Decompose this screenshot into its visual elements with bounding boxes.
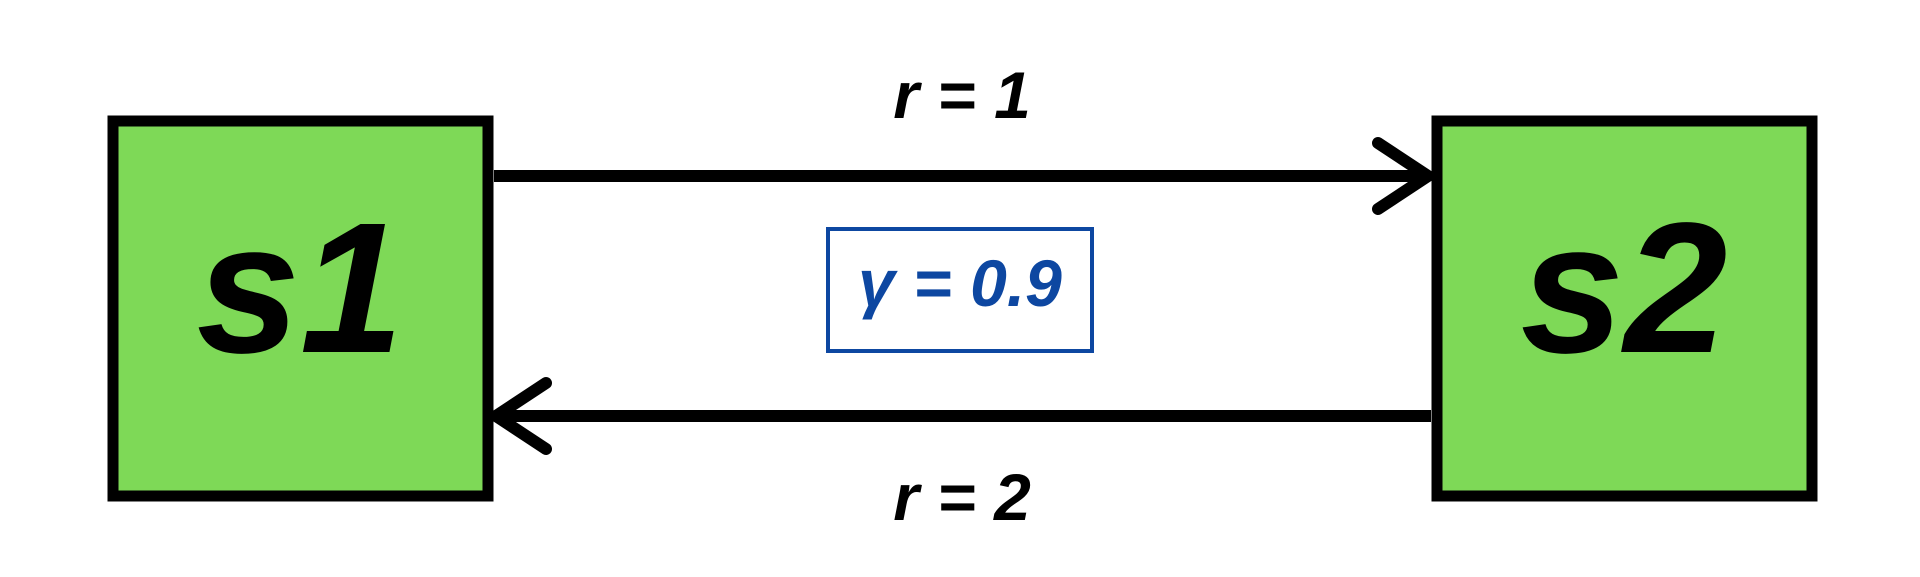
transition-arrow-s1-to-s2 [494, 137, 1434, 215]
state-s1-box [107, 115, 494, 502]
state-s2: s2 [1431, 115, 1818, 502]
transition-arrow-s2-to-s1 [490, 377, 1431, 455]
arrowhead-left-icon [490, 377, 552, 455]
state-s1-label: s1 [197, 185, 404, 392]
discount-factor-box: γ = 0.9 [826, 227, 1094, 353]
state-s2-box [1431, 115, 1818, 502]
state-s2-label: s2 [1521, 185, 1728, 392]
discount-factor-label: γ = 0.9 [858, 246, 1062, 320]
discount-factor-border [826, 227, 1094, 353]
reward-label-s1-to-s2: r = 1 [893, 58, 1031, 132]
arrowhead-right-icon [1372, 137, 1434, 215]
state-s1: s1 [107, 115, 494, 502]
reward-label-s2-to-s1: r = 2 [893, 460, 1031, 534]
